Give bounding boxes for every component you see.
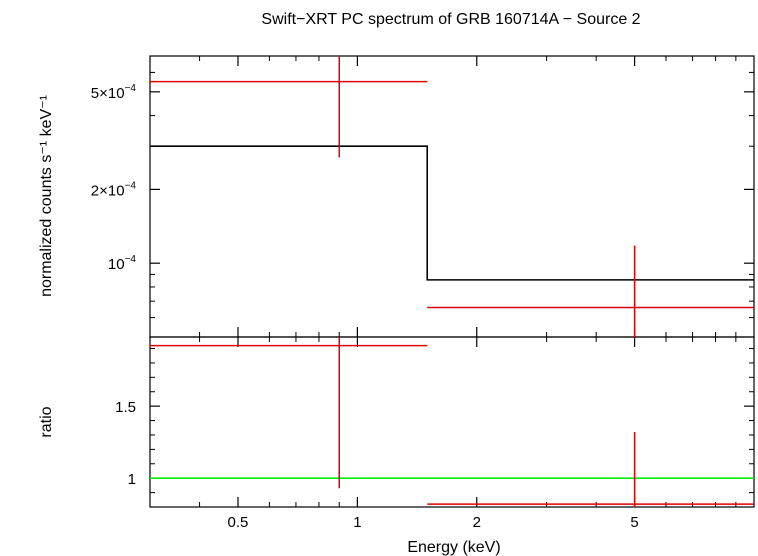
bottom-y-axis-label: ratio: [38, 406, 55, 437]
bottom-panel-frame: [149, 336, 755, 508]
top-y-tick-mantissa: 5×10: [91, 85, 125, 102]
top-y-tick-mantissa: 2×10: [91, 182, 125, 199]
x-tick-label: 2: [473, 514, 481, 531]
x-tick-label: 5: [630, 514, 638, 531]
x-tick-label: 1: [353, 514, 361, 531]
chart-marks: 0.5 1 2 510−42×10−45×10−411.5: [91, 55, 754, 531]
chart-title: Swift−XRT PC spectrum of GRB 160714A − S…: [261, 11, 640, 28]
x-tick-label: 0.5: [228, 514, 249, 531]
bottom-y-tick-label: 1: [128, 471, 136, 488]
x-axis-label: Energy (keV): [407, 539, 500, 556]
top-y-axis-label: normalized counts s⁻¹ keV⁻¹: [38, 95, 55, 297]
top-y-tick-exponent: −4: [125, 254, 137, 265]
top-y-tick-mantissa: 10: [108, 256, 125, 273]
top-panel-frame: [149, 55, 755, 338]
top-y-tick-exponent: −4: [125, 83, 137, 94]
bottom-y-tick-label: 1.5: [115, 399, 136, 416]
top-y-tick-label: 10−4: [108, 254, 137, 273]
top-y-tick-label: 5×10−4: [91, 83, 137, 102]
top-y-tick-label: 2×10−4: [91, 180, 137, 199]
model-step-line: [150, 145, 754, 281]
top-y-tick-exponent: −4: [125, 180, 137, 191]
